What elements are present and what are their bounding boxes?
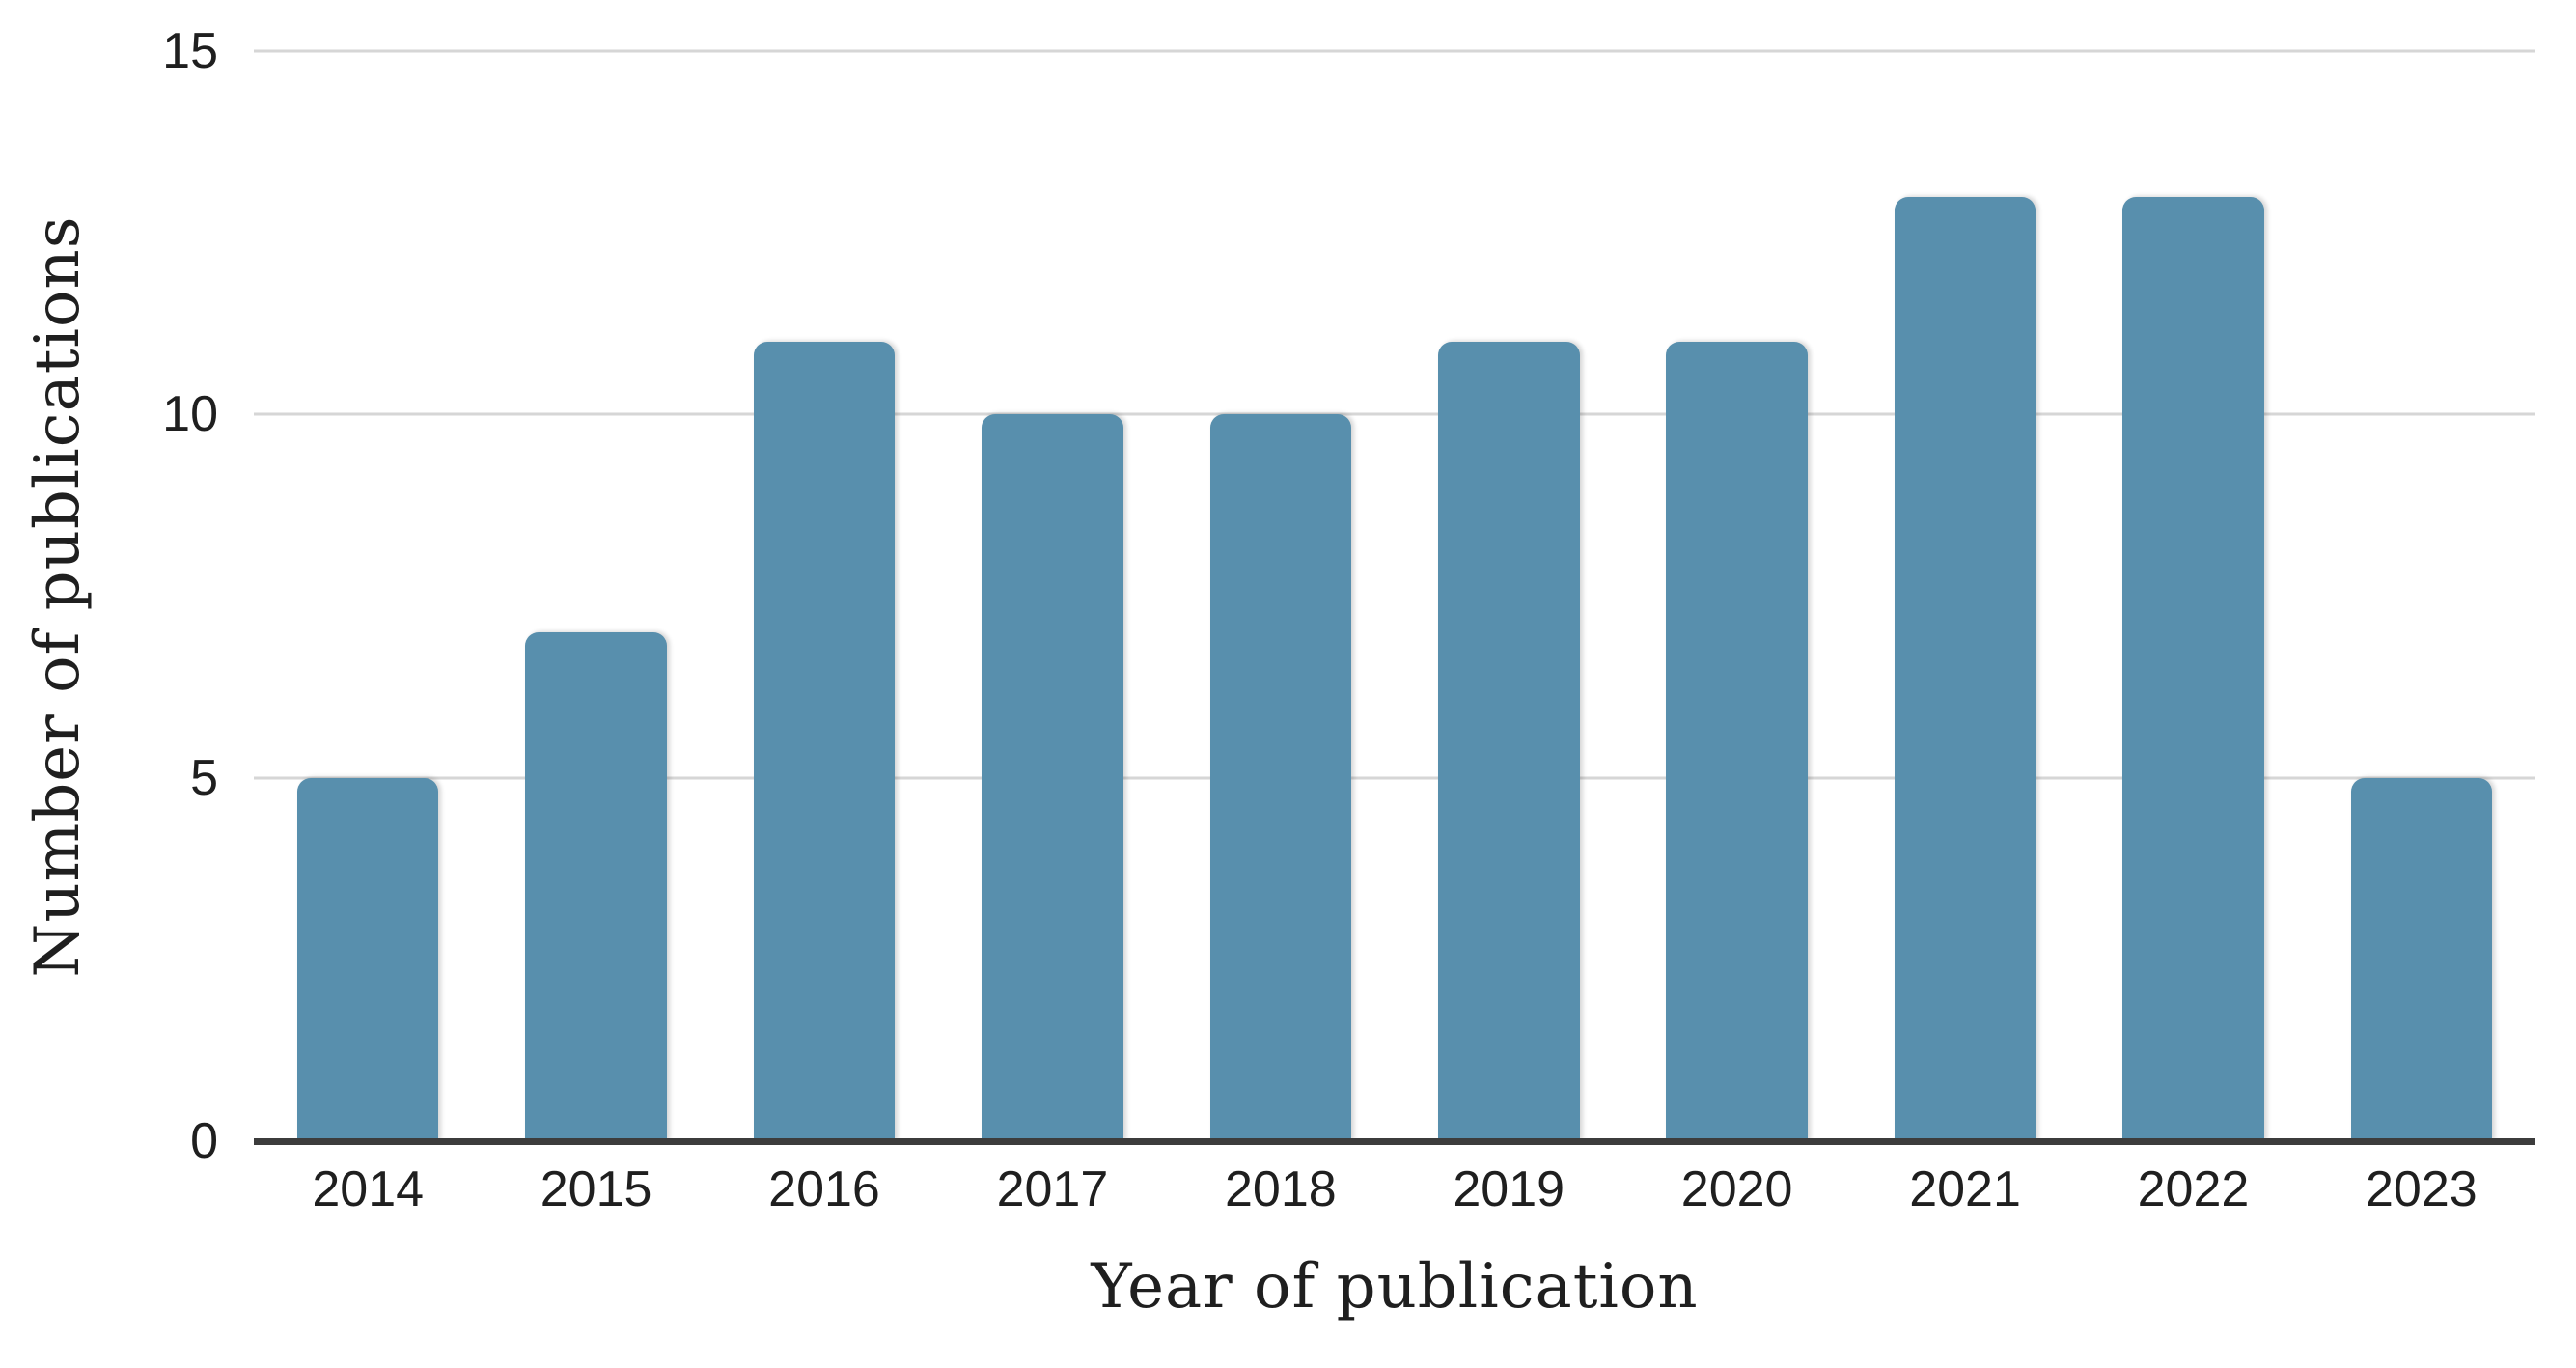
y-tick-label-5: 5 [190, 749, 218, 806]
bar-2016 [753, 342, 896, 1141]
bar-2017 [982, 414, 1123, 1141]
bars-group [254, 51, 2535, 1141]
plot-area [254, 49, 2535, 1145]
bar-2023 [2350, 777, 2493, 1141]
x-tick-label-2023: 2023 [2366, 1161, 2478, 1217]
bar-2020 [1666, 342, 1808, 1141]
x-tick-label-2016: 2016 [768, 1161, 880, 1217]
bar-2014 [296, 777, 439, 1141]
x-tick-label-2022: 2022 [2137, 1161, 2250, 1217]
y-axis-ticks: 0 5 10 15 [0, 26, 228, 1166]
x-axis-labels: 2014 2015 2016 2017 2018 2019 2020 2021 2022 2023 [254, 1164, 2535, 1214]
bar-2015 [525, 632, 667, 1141]
x-axis-line [254, 1138, 2535, 1145]
y-tick-label-15: 15 [162, 23, 218, 79]
y-tick-label-0: 0 [190, 1113, 218, 1169]
bar-slot-2015 [482, 51, 709, 1141]
x-tick-label-2014: 2014 [312, 1161, 425, 1217]
x-tick-label-2020: 2020 [1680, 1161, 1793, 1217]
x-tick-label-2019: 2019 [1453, 1161, 1565, 1217]
bar-slot-2019 [1395, 51, 1622, 1141]
x-tick-label-2015: 2015 [540, 1161, 652, 1217]
x-tick-label-2017: 2017 [996, 1161, 1109, 1217]
bar-2018 [1209, 414, 1352, 1141]
gridline-y-5 [254, 776, 2535, 780]
bar-slot-2017 [938, 51, 1166, 1141]
x-tick-label-2021: 2021 [1909, 1161, 2021, 1217]
y-tick-label-10: 10 [162, 386, 218, 443]
bar-2022 [2122, 196, 2264, 1141]
bar-slot-2021 [1851, 51, 2079, 1141]
bar-slot-2022 [2079, 51, 2307, 1141]
bar-slot-2016 [710, 51, 938, 1141]
x-tick-label-2018: 2018 [1224, 1161, 1337, 1217]
bar-slot-2014 [254, 51, 482, 1141]
x-axis-title: Year of publication [1091, 1251, 1699, 1323]
bar-2019 [1437, 342, 1580, 1141]
gridline-y-15 [254, 49, 2535, 53]
bar-slot-2020 [1622, 51, 1850, 1141]
bar-slot-2023 [2308, 51, 2535, 1141]
gridline-y-10 [254, 412, 2535, 416]
bar-slot-2018 [1167, 51, 1395, 1141]
bar-2021 [1894, 196, 2036, 1141]
